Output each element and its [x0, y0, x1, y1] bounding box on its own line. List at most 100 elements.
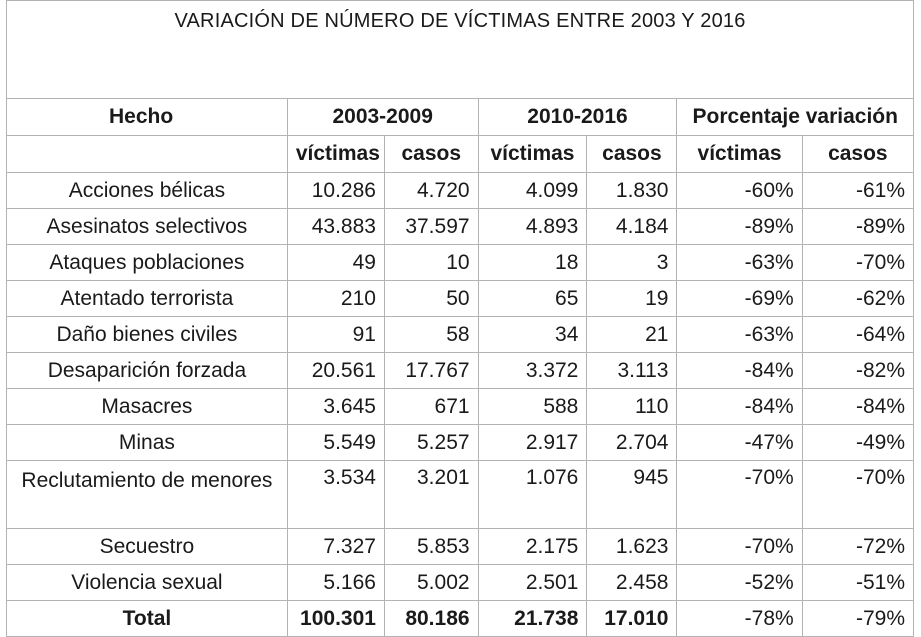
cell-victimas-2003-2009: 5.166	[286, 564, 385, 601]
table-row: Reclutamiento de menores 3.534 3.201 1.076 9…	[6, 460, 915, 529]
cell-pct-casos: -64%	[801, 316, 915, 353]
cell-casos-2003-2009: 5.002	[383, 564, 479, 601]
cell-hecho: Atentado terrorista	[6, 280, 288, 317]
header-casos-1: casos	[383, 135, 479, 173]
cell-pct-casos: -70%	[801, 244, 915, 281]
header-victimas-pct: víctimas	[676, 135, 803, 173]
cell-casos-2003-2009: 4.720	[383, 172, 479, 209]
cell-victimas-2010-2016: 588	[477, 388, 588, 425]
cell-casos-2010-2016: 3	[586, 244, 678, 281]
table-title: VARIACIÓN DE NÚMERO DE VÍCTIMAS ENTRE 20…	[6, 0, 914, 99]
cell-casos-2003-2009: 3.201	[383, 460, 479, 529]
table-row: Masacres 3.645 671 588 110 -84% -84%	[6, 388, 915, 425]
table-row: Violencia sexual 5.166 5.002 2.501 2.458 -52%…	[6, 564, 915, 601]
cell-casos-2010-2016: 4.184	[586, 208, 678, 245]
header-hecho: Hecho	[6, 98, 288, 136]
cell-victimas-2010-2016: 4.893	[477, 208, 588, 245]
cell-victimas-2003-2009: 20.561	[286, 352, 385, 389]
cell-pct-casos: -70%	[801, 460, 915, 529]
cell-victimas-2003-2009: 91	[286, 316, 385, 353]
header-variation: Porcentaje variación	[676, 98, 914, 136]
cell-pct-victimas: -89%	[676, 208, 803, 245]
cell-victimas-2010-2016: 65	[477, 280, 588, 317]
cell-victimas-2010-2016: 3.372	[477, 352, 588, 389]
cell-victimas-2010-2016: 34	[477, 316, 588, 353]
cell-casos-2010-2016: 21	[586, 316, 678, 353]
cell-pct-victimas: -70%	[676, 460, 803, 529]
table-row: Acciones bélicas 10.286 4.720 4.099 1.830 -60…	[6, 172, 915, 209]
cell-hecho: Daño bienes civiles	[6, 316, 288, 353]
cell-victimas-2003-2009: 10.286	[286, 172, 385, 209]
cell-pct-victimas: -60%	[676, 172, 803, 209]
cell-hecho: Desaparición forzada	[6, 352, 288, 389]
header-period-2010-2016: 2010-2016	[477, 98, 678, 136]
cell-victimas-2003-2009: 210	[286, 280, 385, 317]
total-row: Total 100.301 80.186 21.738 17.010 -78% …	[6, 600, 915, 637]
total-pct-victimas: -78%	[676, 600, 803, 637]
table-row: Ataques poblaciones 49 10 18 3 -63% -70%	[6, 244, 915, 281]
total-victimas-2003-2009: 100.301	[286, 600, 385, 637]
cell-pct-casos: -61%	[801, 172, 915, 209]
cell-victimas-2010-2016: 1.076	[477, 460, 588, 529]
cell-pct-casos: -51%	[801, 564, 915, 601]
cell-victimas-2010-2016: 2.917	[477, 424, 588, 461]
cell-casos-2010-2016: 945	[586, 460, 678, 529]
table-row: Daño bienes civiles 91 58 34 21 -63% -64%	[6, 316, 915, 353]
table-row: Atentado terrorista 210 50 65 19 -69% -62%	[6, 280, 915, 317]
cell-pct-victimas: -47%	[676, 424, 803, 461]
cell-hecho: Violencia sexual	[6, 564, 288, 601]
cell-casos-2010-2016: 1.830	[586, 172, 678, 209]
cell-pct-casos: -84%	[801, 388, 915, 425]
cell-pct-casos: -49%	[801, 424, 915, 461]
cell-casos-2003-2009: 58	[383, 316, 479, 353]
cell-casos-2010-2016: 2.458	[586, 564, 678, 601]
cell-casos-2003-2009: 50	[383, 280, 479, 317]
cell-pct-casos: -82%	[801, 352, 915, 389]
cell-victimas-2003-2009: 43.883	[286, 208, 385, 245]
header-victimas-1: víctimas	[286, 135, 385, 173]
header-casos-2: casos	[586, 135, 678, 173]
cell-hecho: Secuestro	[6, 528, 288, 565]
cell-casos-2003-2009: 5.853	[383, 528, 479, 565]
cell-hecho: Minas	[6, 424, 288, 461]
table-row: Asesinatos selectivos 43.883 37.597 4.893 4.…	[6, 208, 915, 245]
header-period-2003-2009: 2003-2009	[286, 98, 479, 136]
cell-casos-2010-2016: 3.113	[586, 352, 678, 389]
cell-victimas-2010-2016: 2.175	[477, 528, 588, 565]
total-pct-casos: -79%	[801, 600, 915, 637]
cell-pct-victimas: -84%	[676, 388, 803, 425]
total-casos-2010-2016: 17.010	[586, 600, 678, 637]
total-casos-2003-2009: 80.186	[383, 600, 479, 637]
total-label: Total	[6, 600, 288, 637]
cell-hecho: Masacres	[6, 388, 288, 425]
total-victimas-2010-2016: 21.738	[477, 600, 588, 637]
cell-hecho: Asesinatos selectivos	[6, 208, 288, 245]
cell-casos-2010-2016: 110	[586, 388, 678, 425]
cell-hecho: Reclutamiento de menores	[6, 460, 288, 529]
table-row: Minas 5.549 5.257 2.917 2.704 -47% -49%	[6, 424, 915, 461]
cell-pct-victimas: -84%	[676, 352, 803, 389]
cell-pct-victimas: -69%	[676, 280, 803, 317]
cell-pct-casos: -89%	[801, 208, 915, 245]
cell-victimas-2003-2009: 5.549	[286, 424, 385, 461]
table-row: Desaparición forzada 20.561 17.767 3.372 3.1…	[6, 352, 915, 389]
cell-pct-victimas: -52%	[676, 564, 803, 601]
cell-casos-2003-2009: 10	[383, 244, 479, 281]
cell-victimas-2003-2009: 7.327	[286, 528, 385, 565]
cell-victimas-2010-2016: 18	[477, 244, 588, 281]
cell-pct-casos: -72%	[801, 528, 915, 565]
cell-casos-2010-2016: 1.623	[586, 528, 678, 565]
cell-casos-2003-2009: 17.767	[383, 352, 479, 389]
cell-victimas-2010-2016: 4.099	[477, 172, 588, 209]
cell-pct-victimas: -63%	[676, 316, 803, 353]
cell-pct-casos: -62%	[801, 280, 915, 317]
header-victimas-2: víctimas	[477, 135, 588, 173]
table-row: Secuestro 7.327 5.853 2.175 1.623 -70% -72%	[6, 528, 915, 565]
cell-hecho: Acciones bélicas	[6, 172, 288, 209]
cell-victimas-2010-2016: 2.501	[477, 564, 588, 601]
cell-victimas-2003-2009: 3.645	[286, 388, 385, 425]
victims-variation-table: VARIACIÓN DE NÚMERO DE VÍCTIMAS ENTRE 20…	[6, 0, 915, 637]
cell-casos-2003-2009: 671	[383, 388, 479, 425]
cell-hecho: Ataques poblaciones	[6, 244, 288, 281]
cell-casos-2010-2016: 2.704	[586, 424, 678, 461]
